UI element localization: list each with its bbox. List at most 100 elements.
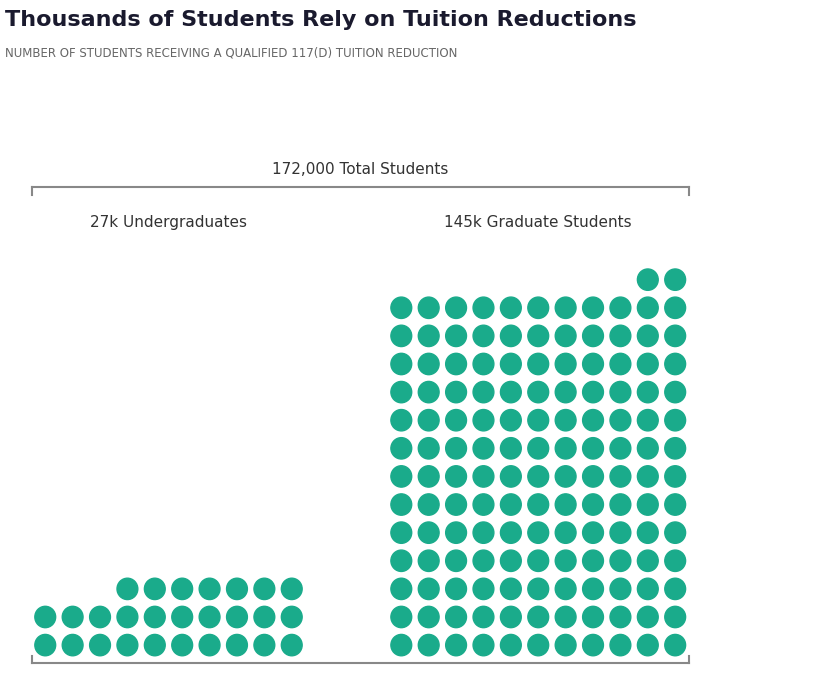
Circle shape <box>473 494 494 515</box>
Circle shape <box>90 635 110 656</box>
Circle shape <box>555 381 576 403</box>
Circle shape <box>528 550 549 572</box>
Circle shape <box>555 353 576 375</box>
Circle shape <box>610 466 631 487</box>
Circle shape <box>473 353 494 375</box>
Circle shape <box>610 550 631 572</box>
Circle shape <box>446 410 466 431</box>
Circle shape <box>418 325 439 346</box>
Circle shape <box>665 438 686 459</box>
Circle shape <box>473 607 494 628</box>
Circle shape <box>500 325 521 346</box>
Circle shape <box>500 522 521 544</box>
Circle shape <box>665 579 686 600</box>
Circle shape <box>528 466 549 487</box>
Circle shape <box>418 635 439 656</box>
Circle shape <box>583 297 603 318</box>
Circle shape <box>528 522 549 544</box>
Circle shape <box>637 297 658 318</box>
Circle shape <box>665 635 686 656</box>
Circle shape <box>117 635 138 656</box>
Circle shape <box>555 297 576 318</box>
Circle shape <box>391 410 412 431</box>
Circle shape <box>528 381 549 403</box>
Circle shape <box>254 579 275 600</box>
Circle shape <box>637 438 658 459</box>
Circle shape <box>418 353 439 375</box>
Circle shape <box>473 550 494 572</box>
Circle shape <box>418 550 439 572</box>
Circle shape <box>637 381 658 403</box>
Circle shape <box>665 353 686 375</box>
Circle shape <box>610 297 631 318</box>
Circle shape <box>610 494 631 515</box>
Circle shape <box>446 325 466 346</box>
Circle shape <box>528 438 549 459</box>
Circle shape <box>610 579 631 600</box>
Circle shape <box>610 522 631 544</box>
Circle shape <box>391 550 412 572</box>
Circle shape <box>418 522 439 544</box>
Circle shape <box>555 494 576 515</box>
Circle shape <box>528 494 549 515</box>
Circle shape <box>637 635 658 656</box>
Circle shape <box>583 494 603 515</box>
Circle shape <box>610 635 631 656</box>
Circle shape <box>391 381 412 403</box>
Text: Thousands of Students Rely on Tuition Reductions: Thousands of Students Rely on Tuition Re… <box>5 10 637 30</box>
Circle shape <box>555 579 576 600</box>
Circle shape <box>418 438 439 459</box>
Circle shape <box>637 607 658 628</box>
Circle shape <box>555 607 576 628</box>
Circle shape <box>35 607 56 628</box>
Circle shape <box>391 353 412 375</box>
Circle shape <box>172 579 193 600</box>
Circle shape <box>446 297 466 318</box>
Circle shape <box>555 522 576 544</box>
Circle shape <box>555 466 576 487</box>
Circle shape <box>418 381 439 403</box>
Circle shape <box>446 353 466 375</box>
Circle shape <box>528 635 549 656</box>
Circle shape <box>418 466 439 487</box>
Text: 145k Graduate Students: 145k Graduate Students <box>444 215 632 230</box>
Circle shape <box>473 635 494 656</box>
Circle shape <box>528 410 549 431</box>
Circle shape <box>227 635 247 656</box>
Circle shape <box>528 325 549 346</box>
Circle shape <box>117 607 138 628</box>
Text: NUMBER OF STUDENTS RECEIVING A QUALIFIED 117(D) TUITION REDUCTION: NUMBER OF STUDENTS RECEIVING A QUALIFIED… <box>5 46 457 59</box>
Circle shape <box>473 297 494 318</box>
Circle shape <box>637 579 658 600</box>
Circle shape <box>281 579 302 600</box>
Circle shape <box>665 410 686 431</box>
Circle shape <box>199 635 220 656</box>
Circle shape <box>500 550 521 572</box>
Circle shape <box>500 438 521 459</box>
Circle shape <box>144 635 165 656</box>
Circle shape <box>391 635 412 656</box>
Circle shape <box>610 381 631 403</box>
Circle shape <box>583 635 603 656</box>
Circle shape <box>665 522 686 544</box>
Circle shape <box>610 325 631 346</box>
Circle shape <box>391 325 412 346</box>
Circle shape <box>555 550 576 572</box>
Circle shape <box>418 410 439 431</box>
Circle shape <box>500 410 521 431</box>
Circle shape <box>583 579 603 600</box>
Circle shape <box>637 410 658 431</box>
Circle shape <box>446 438 466 459</box>
Circle shape <box>637 269 658 290</box>
Circle shape <box>583 410 603 431</box>
Circle shape <box>62 635 83 656</box>
Circle shape <box>583 607 603 628</box>
Circle shape <box>583 381 603 403</box>
Circle shape <box>610 353 631 375</box>
Circle shape <box>665 466 686 487</box>
Circle shape <box>555 635 576 656</box>
Circle shape <box>418 494 439 515</box>
Circle shape <box>473 381 494 403</box>
Circle shape <box>172 635 193 656</box>
Circle shape <box>418 297 439 318</box>
